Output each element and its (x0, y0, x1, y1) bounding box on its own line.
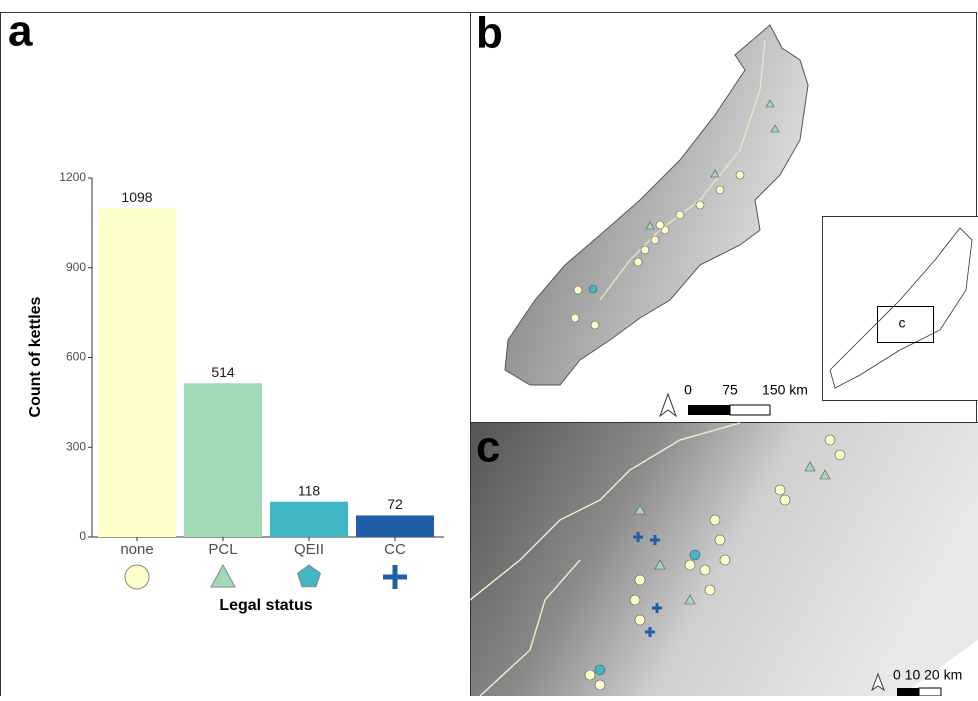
y-tick-label: 900 (66, 260, 86, 274)
x-tick-label: QEII (294, 541, 324, 558)
legend-marker (383, 565, 407, 589)
scale-label: 0 10 20 km (893, 667, 962, 683)
scale-label: 0 (684, 382, 692, 398)
island (505, 25, 808, 385)
north-arrow (660, 394, 676, 416)
scale-bar (897, 688, 919, 696)
y-tick-label: 1200 (59, 170, 86, 184)
legend-marker (298, 565, 321, 587)
bar (270, 502, 348, 537)
figure: 0 75 150 km c 0 10 20 km a b c Count of (0, 0, 978, 696)
x-tick-label: CC (384, 541, 406, 558)
map-c: 0 10 20 km (470, 423, 978, 696)
panel-label: c (476, 423, 500, 472)
x-axis-title: Legal status (219, 597, 312, 614)
panel-label: a (8, 7, 33, 56)
bar-chart: Count of kettles Legal status 0 300 600 900… (27, 170, 444, 614)
value-label: 72 (387, 496, 403, 512)
inset (823, 217, 978, 401)
y-tick-label: 600 (66, 350, 86, 364)
y-axis-title: Count of kettles (27, 296, 44, 417)
y-tick-label: 300 (66, 439, 86, 453)
inset-label: c (899, 315, 906, 331)
scale-bar (688, 405, 730, 415)
scale-bar (919, 688, 941, 696)
scale-bar (730, 405, 770, 415)
scale-label: 75 (722, 382, 738, 398)
legend-marker (211, 565, 235, 587)
x-tick-label: PCL (208, 541, 237, 558)
panel-label: b (476, 9, 503, 58)
value-label: 1098 (121, 189, 152, 205)
bar (184, 383, 262, 537)
map-b: 0 75 150 km c (505, 25, 978, 416)
legend-marker (125, 565, 149, 589)
bar (356, 515, 434, 537)
bar (98, 209, 176, 537)
value-label: 514 (211, 364, 235, 380)
y-tick-label: 0 (79, 529, 86, 543)
scale-label: 150 km (762, 382, 808, 398)
x-tick-label: none (120, 541, 153, 558)
value-label: 118 (298, 482, 321, 498)
